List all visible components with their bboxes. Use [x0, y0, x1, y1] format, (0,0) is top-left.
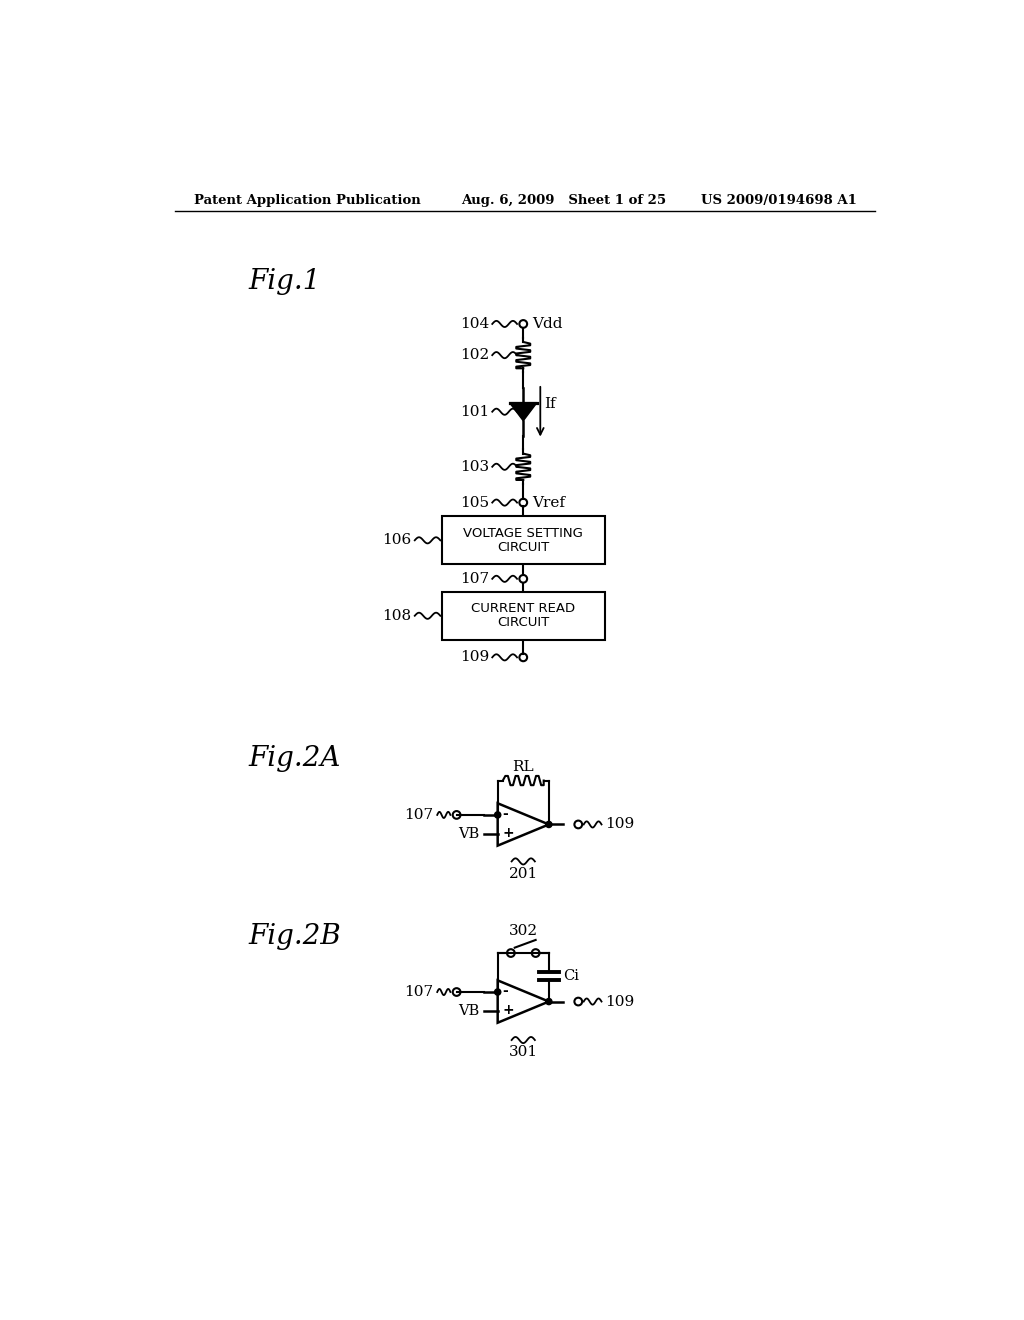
- Text: Fig.1: Fig.1: [248, 268, 321, 296]
- Text: 107: 107: [404, 985, 433, 999]
- Text: RL: RL: [512, 760, 535, 774]
- Text: If: If: [544, 397, 556, 411]
- Text: -: -: [503, 985, 508, 998]
- Text: 108: 108: [383, 609, 412, 623]
- Text: +: +: [503, 826, 514, 841]
- Text: 301: 301: [509, 1045, 538, 1060]
- Text: Vdd: Vdd: [532, 317, 563, 331]
- Text: CURRENT READ: CURRENT READ: [471, 602, 575, 615]
- Text: 302: 302: [509, 924, 538, 939]
- Text: 102: 102: [460, 348, 489, 362]
- Text: 109: 109: [605, 817, 635, 832]
- Bar: [442, 516, 604, 564]
- Text: Fig.2B: Fig.2B: [248, 923, 341, 949]
- Text: VOLTAGE SETTING: VOLTAGE SETTING: [463, 527, 584, 540]
- Text: 107: 107: [460, 572, 489, 586]
- Text: +: +: [503, 1003, 514, 1018]
- Text: 106: 106: [382, 533, 412, 548]
- Circle shape: [546, 821, 552, 828]
- Text: US 2009/0194698 A1: US 2009/0194698 A1: [700, 194, 856, 207]
- Text: 105: 105: [460, 495, 489, 510]
- Text: 103: 103: [460, 459, 489, 474]
- Text: Fig.2A: Fig.2A: [248, 746, 341, 772]
- Text: Aug. 6, 2009   Sheet 1 of 25: Aug. 6, 2009 Sheet 1 of 25: [461, 194, 667, 207]
- Text: 109: 109: [605, 994, 635, 1008]
- Circle shape: [495, 989, 501, 995]
- Text: 107: 107: [404, 808, 433, 822]
- Circle shape: [495, 812, 501, 818]
- Text: VB: VB: [459, 1005, 480, 1018]
- Circle shape: [546, 998, 552, 1005]
- Text: 201: 201: [509, 867, 538, 880]
- Text: 104: 104: [460, 317, 489, 331]
- Text: Ci: Ci: [563, 969, 579, 983]
- Text: -: -: [503, 807, 508, 821]
- Text: CIRCUIT: CIRCUIT: [497, 541, 549, 554]
- Bar: [442, 591, 604, 640]
- Text: CIRCUIT: CIRCUIT: [497, 616, 549, 630]
- Text: Vref: Vref: [532, 495, 565, 510]
- Text: 101: 101: [460, 405, 489, 418]
- Text: Patent Application Publication: Patent Application Publication: [194, 194, 421, 207]
- Text: VB: VB: [459, 826, 480, 841]
- Text: 109: 109: [460, 651, 489, 664]
- Polygon shape: [510, 403, 537, 421]
